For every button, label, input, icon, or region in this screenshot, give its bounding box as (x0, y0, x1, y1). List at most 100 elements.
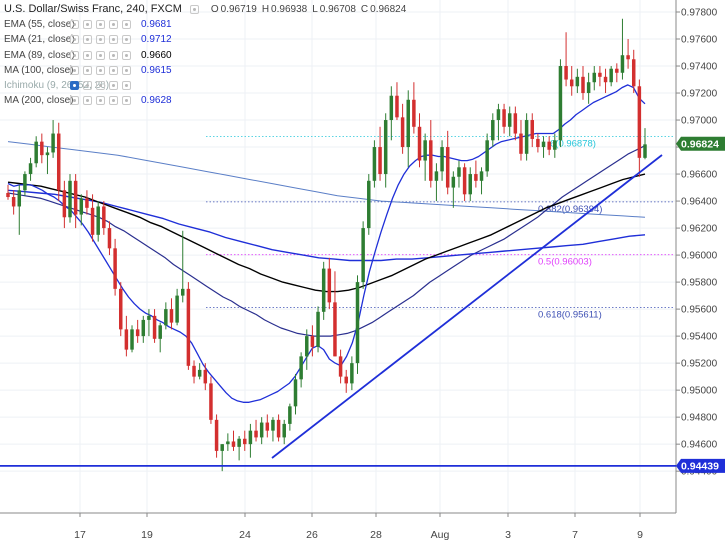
support-price-badge-bg (676, 458, 725, 473)
candle-body (62, 190, 67, 218)
time-tick-label: 26 (306, 529, 318, 541)
candle-body (361, 228, 365, 283)
indicator-row[interactable]: EMA (55, close) 0.9681 (4, 17, 411, 32)
candle-body (564, 66, 568, 80)
source-icon[interactable] (122, 81, 131, 91)
candle-body (423, 140, 427, 161)
eye-icon[interactable] (70, 96, 79, 106)
eye-icon[interactable] (70, 50, 79, 60)
candle-body (429, 140, 433, 181)
candle-body (541, 141, 546, 148)
fib-level-label: 6(0.96878) (550, 139, 596, 150)
more-icon[interactable] (109, 96, 118, 106)
candle-body (130, 329, 134, 350)
indicator-row[interactable]: MA (100, close) 0.9615 (4, 63, 411, 78)
eye-toggle-icon[interactable] (70, 81, 79, 91)
indicator-row[interactable]: MA (200, close) 0.9628 (4, 93, 411, 108)
candle-body (367, 180, 371, 229)
close-icon[interactable] (96, 96, 105, 106)
candle-body (507, 113, 512, 127)
source-icon[interactable] (122, 20, 131, 30)
candle-body (383, 120, 388, 175)
indicator-row[interactable]: Ichimoku (9, 26, 52, 26) (4, 78, 411, 93)
price-tick-label: 0.97600 (681, 35, 718, 46)
candle-body (56, 133, 61, 191)
candle-body (440, 147, 444, 172)
settings-icon[interactable] (83, 96, 92, 106)
fib-level-label: 0.382(0.96394) (538, 204, 602, 215)
candle-body (609, 68, 613, 83)
candle-body (468, 174, 472, 195)
candle-body (479, 171, 484, 181)
source-icon[interactable] (122, 65, 131, 75)
price-axis[interactable]: 0.97800 0.97600 0.97400 0.97200 0.97000 0.968… (676, 8, 718, 478)
candle-body (355, 282, 360, 364)
candle-body (299, 356, 303, 380)
source-icon[interactable] (122, 96, 131, 106)
candle-body (192, 365, 196, 377)
ohlc-key: O (210, 4, 219, 16)
settings-icon[interactable] (83, 81, 92, 91)
time-tick-label: Aug (431, 529, 450, 541)
moving-average-lines (7, 84, 646, 403)
more-icon[interactable] (109, 50, 118, 60)
legend-title-row: U.S. Dollar/Swiss Franc, 240, FXCM O 0.96… (4, 2, 411, 17)
candle-body (214, 419, 219, 451)
indicator-list: EMA (55, close) 0.9681 EMA (21, close) 0.97… (4, 17, 411, 108)
price-tick-label: 0.95600 (681, 305, 718, 316)
candle-body (175, 295, 179, 323)
source-icon[interactable] (122, 50, 131, 60)
time-tick-label: 28 (370, 529, 382, 541)
price-tick-label: 0.94600 (681, 440, 718, 451)
candle-body (259, 422, 264, 438)
candle-body (186, 288, 191, 366)
candle-body (553, 140, 557, 150)
candle-body (626, 55, 630, 60)
ohlc-value: 0.96824 (370, 4, 407, 16)
candle-body (158, 325, 162, 339)
candle-body (237, 438, 241, 447)
candle-body (169, 309, 174, 323)
time-axis[interactable]: 17 19 24 26 28 Aug 3 7 9 (74, 513, 643, 541)
more-icon[interactable] (109, 81, 118, 91)
price-tick-label: 0.97000 (681, 116, 718, 127)
close-icon[interactable] (96, 50, 105, 60)
close-icon[interactable] (96, 35, 105, 45)
settings-icon[interactable] (83, 65, 92, 75)
source-icon[interactable] (122, 35, 131, 45)
candle-body (51, 133, 55, 153)
settings-icon[interactable] (83, 50, 92, 60)
more-icon[interactable] (109, 65, 118, 75)
eye-icon[interactable] (70, 20, 79, 30)
candle-body (412, 99, 416, 127)
more-icon[interactable] (109, 35, 118, 45)
trendline (271, 154, 663, 459)
candle-body (333, 302, 337, 357)
close-icon[interactable] (96, 65, 105, 75)
drawing-overlays (0, 154, 676, 467)
candle-body (135, 329, 140, 337)
settings-icon[interactable] (83, 20, 92, 30)
candle-body (496, 109, 501, 121)
time-tick-label: 17 (74, 529, 86, 541)
indicator-row[interactable]: EMA (89, close) 0.9660 (4, 48, 411, 63)
candle-body (603, 76, 608, 83)
candle-body (181, 288, 185, 296)
symbol-title[interactable]: U.S. Dollar/Swiss Franc, 240, FXCM (4, 3, 182, 16)
eye-icon[interactable] (70, 35, 79, 45)
settings-icon[interactable] (83, 35, 92, 45)
close-icon[interactable] (96, 20, 105, 30)
indicator-row[interactable]: EMA (21, close) 0.9712 (4, 32, 411, 47)
candle-body (316, 311, 320, 347)
eye-icon[interactable] (189, 5, 199, 15)
candle-body (406, 99, 410, 148)
candle-body (265, 422, 270, 431)
eye-icon[interactable] (70, 65, 79, 75)
candle-body (73, 180, 78, 215)
more-icon[interactable] (109, 20, 118, 30)
close-icon[interactable] (96, 81, 105, 91)
price-badges: 0.96824 0.94439 (676, 136, 725, 473)
candle-body (434, 171, 439, 181)
ohlc-values: O 0.96719 H 0.96938 L 0.96708 C 0.96824 (211, 2, 411, 17)
